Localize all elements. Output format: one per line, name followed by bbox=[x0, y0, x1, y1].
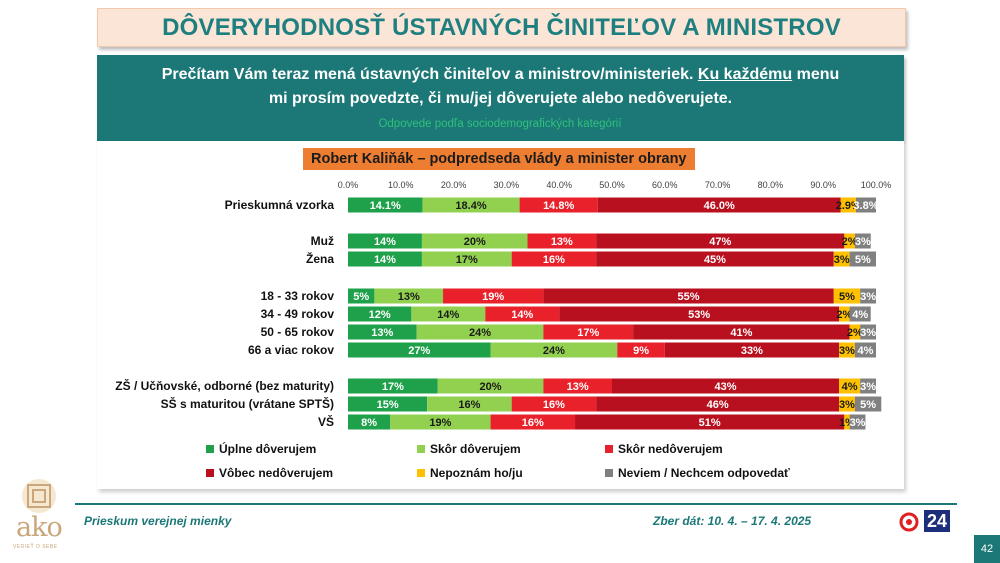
footer-divider bbox=[75, 503, 957, 505]
ako-logo-text: ako bbox=[16, 512, 63, 543]
question-subtitle: Odpovede podľa sociodemografických kateg… bbox=[378, 118, 622, 130]
page-number: 42 bbox=[974, 535, 1000, 563]
ako-logo-icon bbox=[22, 479, 56, 513]
footer-survey-label: Prieskum verejnej mienky bbox=[84, 514, 232, 528]
footer-data-collection: Zber dát: 10. 4. – 17. 4. 2025 bbox=[653, 514, 812, 528]
ako-logo-tagline: VEDIEŤ O SEBE bbox=[13, 544, 58, 550]
question-part1: Prečítam Vám teraz mená ústavných činite… bbox=[161, 66, 698, 83]
title-banner: DÔVERYHODNOSŤ ÚSTAVNÝCH ČINITEĽOV A MINI… bbox=[97, 8, 906, 47]
question-text: Prečítam Vám teraz mená ústavných činite… bbox=[97, 63, 904, 111]
question-box: Prečítam Vám teraz mená ústavných činite… bbox=[97, 55, 904, 141]
page-title: DÔVERYHODNOSŤ ÚSTAVNÝCH ČINITEĽOV A MINI… bbox=[162, 13, 841, 41]
question-underlined: Ku každému bbox=[697, 66, 793, 83]
chart-panel bbox=[97, 141, 904, 489]
question-part2: menu mi prosím povedzte, či mu/jej dôver… bbox=[268, 66, 840, 107]
tv-channel-logo-icon bbox=[899, 512, 919, 532]
person-label: Robert Kaliňák – podpredseda vlády a min… bbox=[303, 148, 695, 170]
tv-channel-logo-text: 24 bbox=[924, 510, 951, 532]
